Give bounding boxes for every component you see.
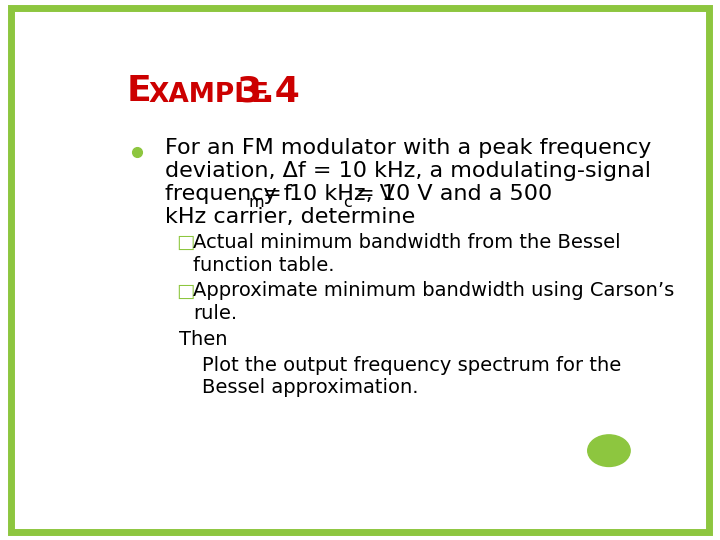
Text: rule.: rule. xyxy=(193,304,238,323)
Text: For an FM modulator with a peak frequency: For an FM modulator with a peak frequenc… xyxy=(166,138,652,158)
Text: = 10 V and a 500: = 10 V and a 500 xyxy=(349,184,553,204)
Text: = 10 kHz, V: = 10 kHz, V xyxy=(256,184,395,204)
Text: 3.4: 3.4 xyxy=(236,75,300,109)
Text: kHz carrier, determine: kHz carrier, determine xyxy=(166,207,415,227)
Text: □: □ xyxy=(176,233,195,252)
Text: m: m xyxy=(248,195,264,211)
Circle shape xyxy=(588,435,630,467)
Text: Approximate minimum bandwidth using Carson’s: Approximate minimum bandwidth using Cars… xyxy=(193,281,675,300)
Text: E: E xyxy=(126,75,151,109)
Text: deviation, Δf = 10 kHz, a modulating-signal: deviation, Δf = 10 kHz, a modulating-sig… xyxy=(166,161,652,181)
Text: □: □ xyxy=(176,281,195,300)
Text: XAMPLE: XAMPLE xyxy=(148,83,269,109)
Text: Then: Then xyxy=(179,330,228,349)
Text: Bessel approximation.: Bessel approximation. xyxy=(202,378,418,397)
Text: c: c xyxy=(343,195,352,211)
Text: frequency f: frequency f xyxy=(166,184,292,204)
Text: function table.: function table. xyxy=(193,256,335,275)
Text: Plot the output frequency spectrum for the: Plot the output frequency spectrum for t… xyxy=(202,355,621,375)
Text: Actual minimum bandwidth from the Bessel: Actual minimum bandwidth from the Bessel xyxy=(193,233,621,252)
